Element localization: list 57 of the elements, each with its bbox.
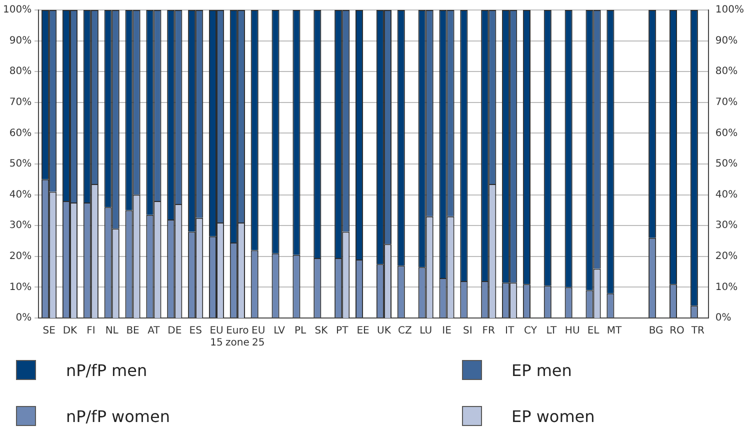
y-tick-label: 80%	[9, 66, 32, 78]
x-tick-label: ES	[189, 326, 202, 337]
x-tick-label: AT	[148, 326, 161, 337]
x-tick-label: LV	[274, 326, 286, 337]
x-tick-label: PL	[294, 326, 306, 337]
x-tick-label: EU 25	[252, 326, 266, 349]
x-tick-label: BE	[126, 326, 140, 337]
x-tick-label: MT	[606, 326, 622, 337]
y2-tick-label: 70%	[715, 96, 738, 108]
x-tick-label: CY	[524, 326, 538, 337]
y-tick-label: 10%	[9, 282, 32, 293]
y-tick-label: 70%	[9, 96, 32, 108]
y2-tick-label: 80%	[715, 66, 738, 78]
x-tick-label: HU	[564, 326, 580, 337]
x-tick-label: EU 15	[210, 326, 224, 349]
legend-label: EP men	[512, 360, 572, 380]
legend-label: nP/fP men	[66, 360, 148, 380]
x-tick-label: FR	[482, 326, 496, 337]
x-tick-label: RO	[670, 326, 685, 337]
y2-tick-label: 100%	[715, 4, 744, 16]
x-tick-label: TR	[690, 326, 705, 337]
y-tick-label: 90%	[9, 35, 32, 46]
y2-tick-label: 60%	[715, 128, 738, 139]
y-tick-label: 20%	[9, 250, 32, 262]
y-tick-label: 100%	[2, 4, 32, 16]
x-tick-label: LU	[420, 326, 432, 337]
y-tick-label: 0%	[16, 312, 32, 324]
x-tick-label: BG	[648, 326, 664, 337]
y2-tick-label: 40%	[715, 189, 738, 200]
y2-tick-label: 10%	[715, 282, 738, 293]
x-tick-label: CZ	[398, 326, 412, 337]
x-tick-label: FI	[86, 326, 96, 337]
legend-label: nP/fP women	[66, 406, 170, 426]
x-tick-label: IT	[505, 326, 515, 337]
x-tick-label: SE	[42, 326, 56, 337]
y2-tick-label: 20%	[715, 250, 738, 262]
x-tick-label: EE	[356, 326, 370, 337]
x-tick-label: Euro zone	[226, 326, 250, 349]
y-tick-label: 60%	[9, 128, 32, 139]
x-tick-label: UK	[377, 326, 392, 337]
x-tick-label: DK	[62, 326, 78, 337]
x-tick-label: DE	[168, 326, 182, 337]
y2-tick-label: 0%	[715, 312, 732, 324]
y-tick-label: 50%	[9, 158, 32, 170]
y-tick-label: 40%	[9, 189, 32, 200]
x-tick-label: LT	[546, 326, 558, 337]
x-tick-label: NL	[105, 326, 119, 337]
y2-tick-label: 30%	[715, 220, 738, 232]
y2-tick-label: 50%	[715, 158, 738, 170]
x-tick-label: SK	[314, 326, 328, 337]
legend-label: EP women	[512, 406, 595, 426]
x-tick-label: PT	[336, 326, 350, 337]
x-tick-label: EL	[587, 326, 600, 337]
x-tick-label: SI	[463, 326, 472, 337]
y2-tick-label: 90%	[715, 35, 738, 46]
y-tick-label: 30%	[9, 220, 32, 232]
x-tick-label: IE	[442, 326, 452, 337]
